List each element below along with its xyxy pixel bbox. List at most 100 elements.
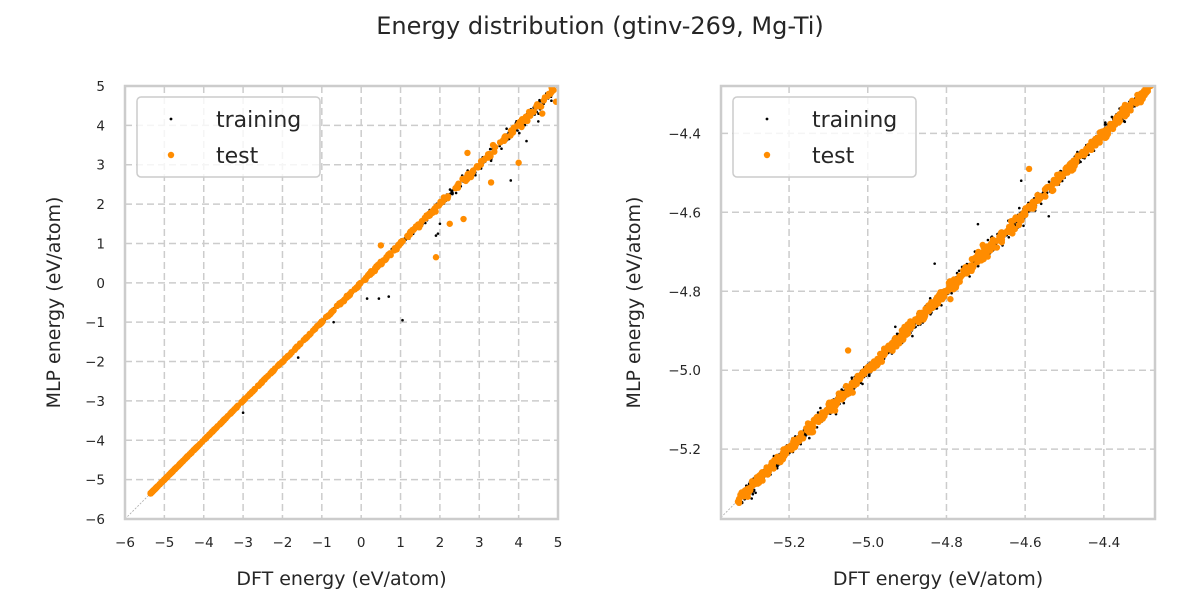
point-test — [1018, 213, 1025, 221]
point-test — [1126, 106, 1133, 113]
point-test — [522, 113, 530, 120]
point-training — [816, 411, 820, 414]
x-tick-label: −4.4 — [1087, 535, 1120, 551]
point-training — [950, 291, 953, 295]
point-test — [533, 103, 540, 110]
x-tick-label: −5.0 — [851, 535, 884, 551]
legend-marker-test — [167, 151, 175, 159]
point-training-outlier — [296, 356, 300, 359]
point-test — [540, 97, 547, 104]
y-tick-label: 0 — [96, 276, 105, 292]
figure-title: Energy distribution (gtinv-269, Mg-Ti) — [376, 12, 824, 40]
point-test — [838, 396, 845, 403]
point-test — [797, 430, 805, 437]
point-training-outlier — [387, 295, 391, 298]
point-training — [518, 131, 521, 135]
point-test — [827, 406, 834, 414]
point-test — [1135, 95, 1142, 103]
point-test — [366, 270, 373, 277]
point-test-outlier — [487, 179, 495, 186]
legend-marker-test — [763, 151, 771, 159]
point-test — [1008, 218, 1015, 225]
point-test — [1074, 152, 1082, 159]
legend-label-training: training — [216, 108, 301, 133]
point-training — [505, 127, 508, 130]
point-test — [1048, 183, 1055, 190]
point-test — [1088, 138, 1095, 145]
point-test-outlier — [460, 215, 467, 223]
point-test — [343, 294, 350, 301]
point-test — [429, 209, 436, 216]
x-tick-label: 4 — [514, 535, 523, 551]
x-tick-label: 1 — [396, 535, 405, 551]
point-training — [976, 264, 980, 268]
legend-box — [136, 96, 321, 178]
x-tick-label: 3 — [475, 535, 484, 551]
y-tick-label: −6 — [85, 512, 105, 528]
point-test — [153, 484, 160, 491]
y-tick-label: −4 — [85, 433, 105, 449]
point-test — [147, 490, 154, 497]
point-training — [1047, 180, 1051, 184]
scatter-points — [734, 77, 1155, 506]
x-tick-label: 2 — [436, 535, 445, 551]
point-test — [973, 253, 981, 260]
point-test — [896, 340, 903, 347]
point-test-outlier — [377, 242, 385, 249]
point-test — [441, 196, 448, 203]
point-training — [1149, 79, 1152, 82]
point-test — [371, 267, 379, 275]
point-test — [194, 443, 201, 450]
x-tick-label: −4.8 — [930, 535, 963, 551]
point-training — [1022, 224, 1025, 228]
point-test — [249, 388, 257, 395]
y-tick-label: 3 — [96, 158, 105, 174]
point-test — [953, 279, 960, 286]
left-scatter-plot: −6 −5 −4 −3 −2 −1 0 1 2 3 4 5 −6 −5 −4 −3 −2 −1 0 1 2 3 4 5 DFT … — [43, 79, 562, 590]
point-test — [1011, 225, 1018, 233]
point-test — [433, 203, 440, 210]
point-training — [751, 492, 755, 496]
y-tick-label: 5 — [96, 79, 105, 95]
point-test — [804, 426, 811, 434]
point-test — [1148, 77, 1154, 83]
point-test — [922, 309, 930, 316]
point-test — [921, 314, 928, 321]
point-test-outlier — [552, 98, 558, 105]
y-tick-label: −5.0 — [668, 363, 701, 379]
point-test — [218, 419, 225, 427]
point-training — [808, 436, 811, 440]
point-test-outlier — [947, 295, 954, 303]
x-tick-label: 5 — [554, 535, 563, 551]
point-test — [968, 256, 976, 263]
point-test — [1103, 126, 1110, 133]
point-test — [748, 479, 756, 486]
point-test — [491, 148, 498, 155]
point-training — [842, 401, 846, 405]
point-test — [412, 223, 420, 230]
point-test — [282, 354, 289, 362]
point-training — [1007, 236, 1011, 239]
x-tick-label: −4 — [194, 535, 214, 551]
point-test — [1012, 214, 1019, 221]
point-training — [754, 491, 757, 495]
y-tick-label: −5 — [85, 473, 105, 489]
point-test — [1123, 111, 1131, 118]
legend-label-test: test — [216, 144, 259, 169]
point-test — [164, 473, 171, 480]
point-training-outlier — [365, 297, 369, 300]
x-tick-label: −5.2 — [773, 535, 806, 551]
y-tick-label: −2 — [85, 355, 105, 371]
x-axis-label: DFT energy (eV/atom) — [236, 568, 446, 590]
point-test — [184, 452, 192, 460]
point-test — [233, 404, 240, 411]
point-test — [898, 332, 906, 340]
point-training — [928, 297, 932, 300]
point-training — [1103, 123, 1107, 126]
point-test — [1115, 119, 1122, 126]
point-training-outlier — [438, 222, 442, 226]
point-training-outlier — [241, 411, 245, 415]
point-training-outlier — [377, 297, 381, 300]
point-test-outlier — [446, 220, 453, 227]
